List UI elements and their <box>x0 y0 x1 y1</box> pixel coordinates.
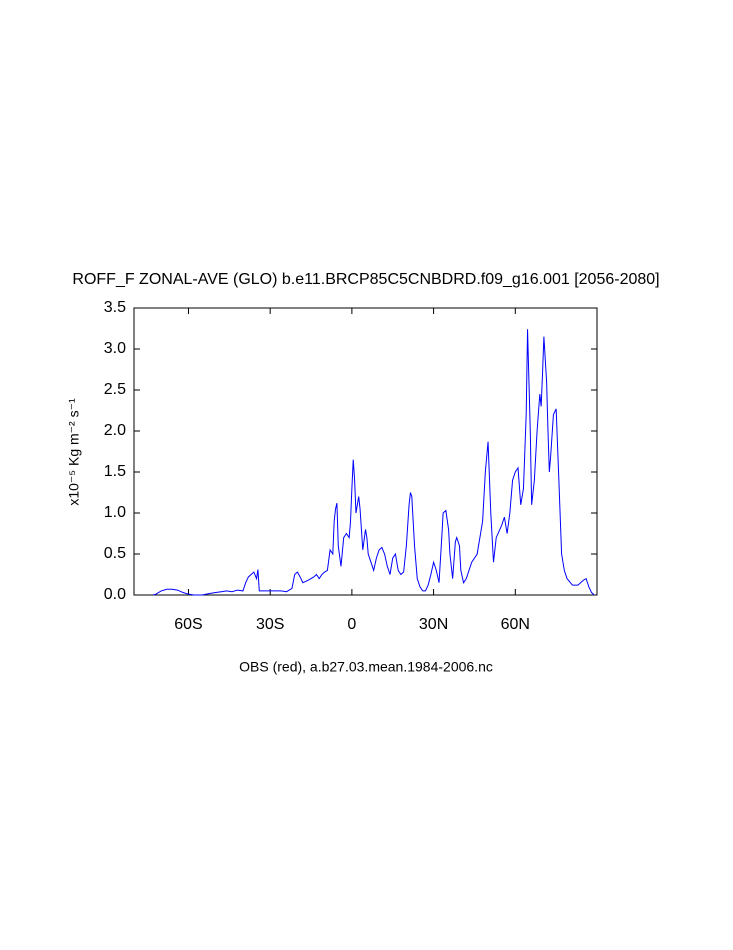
x-tick-label: 60N <box>501 616 530 633</box>
y-tick-label: 2.5 <box>104 381 126 398</box>
x-tick-label: 30N <box>419 616 448 633</box>
y-tick-label: 2.0 <box>104 422 126 439</box>
y-tick-label: 0.0 <box>104 586 126 603</box>
y-tick-label: 3.5 <box>104 299 126 316</box>
x-tick-label: 30S <box>256 616 284 633</box>
y-tick-label: 0.5 <box>104 545 126 562</box>
data-line <box>152 329 595 596</box>
y-tick-label: 3.0 <box>104 340 126 357</box>
y-axis-label: x10⁻⁵ Kg m⁻² s⁻¹ <box>66 398 82 506</box>
y-tick-label: 1.5 <box>104 463 126 480</box>
y-tick-label: 1.0 <box>104 504 126 521</box>
chart-title: ROFF_F ZONAL-AVE (GLO) b.e11.BRCP85C5CNB… <box>72 271 659 288</box>
x-tick-label: 0 <box>347 616 356 633</box>
x-tick-label: 60S <box>174 616 202 633</box>
plot-frame <box>133 307 598 596</box>
x-axis-label: OBS (red), a.b27.03.mean.1984-2006.nc <box>239 659 493 675</box>
